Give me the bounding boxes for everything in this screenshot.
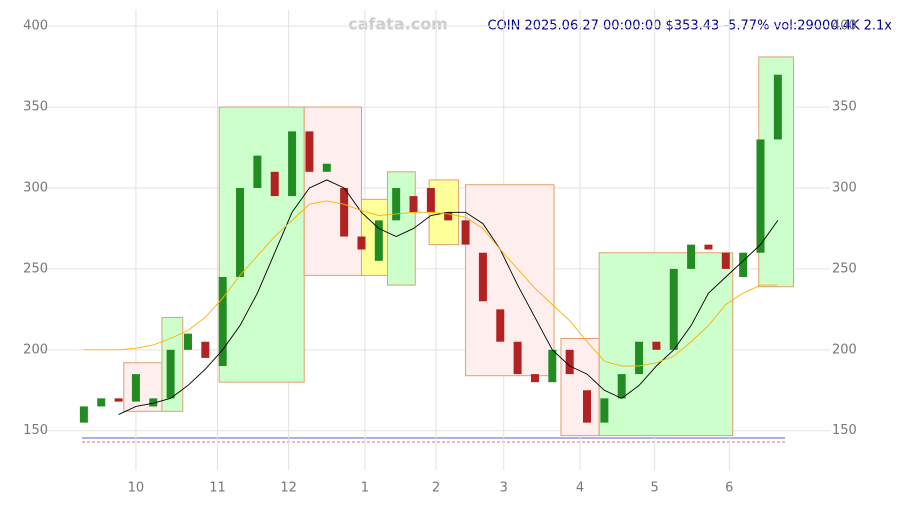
candle [721,252,730,269]
zone [598,252,734,437]
candle [704,244,713,250]
candle [374,220,383,261]
y-tick-label: 400 [23,19,48,34]
candle [617,374,626,399]
candle [322,163,331,172]
y-tick-label-right: 400 [832,19,857,34]
candle [288,131,297,197]
y-tick-label-right: 150 [832,423,857,438]
candle [409,196,418,213]
candle [392,188,401,221]
candle [426,188,435,213]
candle [97,398,106,407]
x-tick-label: 1 [361,481,369,496]
candle [496,309,505,342]
candle [166,349,175,399]
zone [465,184,555,377]
candle [253,155,262,188]
candle [340,188,349,237]
x-tick-label: 4 [576,481,584,496]
candle [687,244,696,269]
candle [201,341,210,358]
y-tick-label: 350 [23,100,48,115]
candle [583,390,592,423]
x-tick-label: 5 [651,481,659,496]
candle [513,341,522,375]
candle [461,220,470,245]
candle [548,349,557,383]
candle [635,341,644,375]
y-tick-label: 150 [23,423,48,438]
candle [756,139,765,253]
candle [236,188,245,277]
y-tick-label-right: 250 [832,261,857,276]
y-tick-label-right: 350 [832,100,857,115]
candle [600,398,609,423]
candle [773,74,782,140]
candle [478,252,487,302]
candle [652,341,661,350]
x-tick-label: 11 [209,481,226,496]
candle [79,406,88,423]
x-tick-label: 12 [280,481,297,496]
candle [669,268,678,350]
x-tick-label: 10 [128,481,145,496]
candle [149,398,158,407]
y-tick-label: 250 [23,261,48,276]
y-tick-label: 300 [23,181,48,196]
candle [270,171,279,197]
y-tick-label-right: 200 [832,342,857,357]
candle [114,398,123,402]
zone [386,171,416,286]
candle [530,374,539,383]
candle [218,277,227,366]
candle [565,349,574,375]
candle [444,212,453,221]
candle [357,236,366,250]
candle [305,131,314,172]
candle [131,374,140,402]
x-tick-label: 2 [432,481,440,496]
moving-average [83,200,778,367]
zone [303,106,362,276]
watermark: cafata.com [348,15,448,34]
y-tick-label: 200 [23,342,48,357]
y-tick-label-right: 300 [832,181,857,196]
moving-average [118,179,779,415]
x-tick-label: 3 [500,481,508,496]
candle [183,333,192,350]
candle [739,252,748,277]
x-tick-label: 6 [725,481,733,496]
